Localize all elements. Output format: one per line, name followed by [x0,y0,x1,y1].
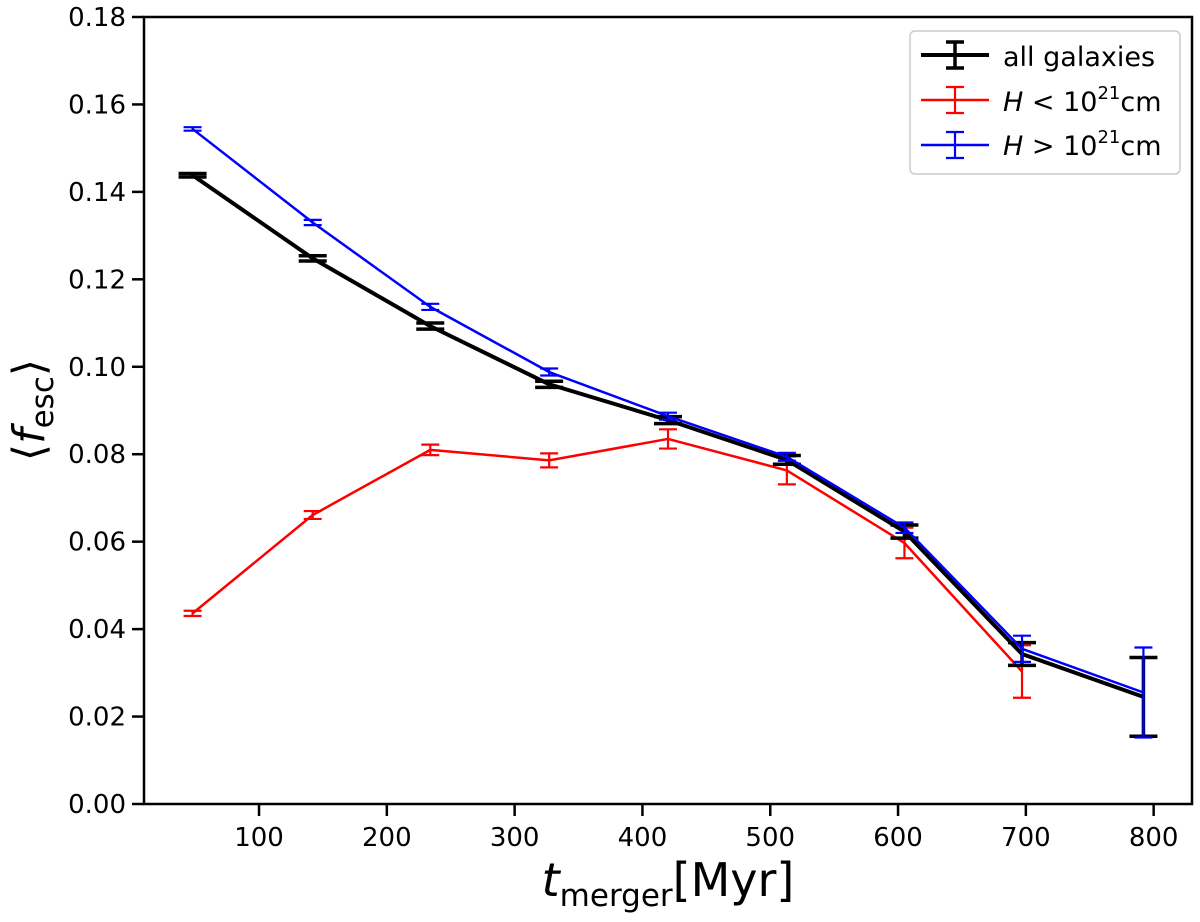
x-tick-label: 600 [873,823,923,853]
x-axis-label: tmerger[Myr] [542,853,795,914]
error-bar [1013,634,1032,664]
y-tick-label: 0.10 [68,353,126,383]
x-tick-label: 500 [745,823,795,853]
error-bar [303,509,322,521]
y-tick-label: 0.00 [68,790,126,820]
y-tick-label: 0.02 [68,703,126,733]
x-tick-label: 800 [1129,823,1179,853]
series-line [191,437,1023,673]
y-tick-label: 0.14 [68,178,126,208]
legend-box [909,30,1181,175]
error-bar [540,367,559,377]
series-0 [178,171,1158,738]
y-tick-label: 0.16 [68,90,126,120]
x-tick-label: 700 [1001,823,1051,853]
y-tick-label: 0.08 [68,440,126,470]
legend-symbols [921,40,989,160]
y-tick-label: 0.04 [68,615,126,645]
series-line [191,127,1144,694]
error-bar [659,428,677,450]
error-bar [1134,646,1153,739]
error-bar [416,321,445,331]
legend-symbol [921,40,989,70]
legend-symbol [921,130,989,160]
legend-symbol [921,85,989,115]
error-bar [895,521,914,535]
error-bar [178,171,207,179]
x-tick-label: 300 [490,823,540,853]
x-tick-label: 200 [362,823,412,853]
legend-label-h-below: H < 1021cm [1003,83,1162,118]
legend: all galaxies H < 1021cm H > 1021cm [909,30,1181,175]
ticks-layer: 0.00 0.02 0.04 0.06 0.08 0.10 0.12 0.14 0.16 0.18… [68,3,1178,853]
series-layer [178,126,1158,739]
series-2 [183,126,1153,739]
y-tick-label: 0.06 [68,528,126,558]
y-axis-label: ⟨fesc⟩ [4,359,61,461]
legend-label-all-galaxies: all galaxies [1003,42,1155,73]
y-tick-label: 0.18 [68,3,126,33]
error-bar [183,126,202,132]
error-bar [777,451,796,462]
series-1 [183,428,1032,699]
error-bar [421,302,440,312]
error-bar [540,452,559,469]
error-bar [303,218,322,227]
y-tick-label: 0.12 [68,265,126,295]
legend-label-h-above: H > 1021cm [1003,127,1162,162]
x-tick-label: 400 [618,823,668,853]
error-bar [659,411,677,421]
x-tick-label: 100 [234,823,284,853]
error-bar [183,609,202,618]
error-bar [298,253,327,263]
error-bar [421,443,440,457]
plot-frame [142,15,1194,806]
error-bar [535,379,564,390]
